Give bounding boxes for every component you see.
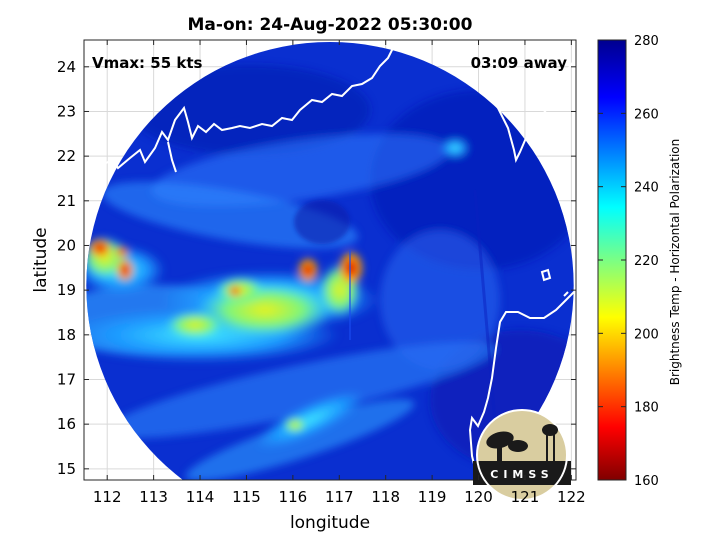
y-tick-label: 15 — [57, 460, 76, 478]
plot-frame — [83, 39, 577, 481]
y-tick-label: 23 — [57, 102, 76, 120]
colorbar-tick-label: 160 — [634, 474, 659, 489]
y-tick-label: 22 — [57, 147, 76, 165]
y-tick-label: 19 — [57, 281, 76, 299]
y-tick-label: 18 — [57, 326, 76, 344]
x-tick-label: 115 — [232, 488, 261, 506]
figure-title: Ma-on: 24-Aug-2022 05:30:00 — [188, 15, 473, 35]
colorbar-ticks: 160 180 200 220 240 260 280 — [598, 34, 659, 489]
colorbar-tick-label: 220 — [634, 254, 659, 269]
vmax-label: Vmax: 55 kts — [92, 54, 202, 72]
colorbar-tick-label: 200 — [634, 327, 659, 342]
time-away-label: 03:09 away — [471, 54, 568, 72]
x-tick-label: 122 — [557, 488, 586, 506]
y-tick-label: 24 — [57, 58, 76, 76]
y-tick-label: 16 — [57, 415, 76, 433]
x-tick-label: 117 — [325, 488, 354, 506]
colorbar-tick-label: 260 — [634, 107, 659, 122]
y-tick-label: 17 — [57, 370, 76, 388]
colorbar-tick-label: 280 — [634, 34, 659, 49]
colorbar-label: Brightness Temp - Horizontal Polarizatio… — [668, 139, 682, 386]
x-tick-label: 114 — [186, 488, 215, 506]
x-tick-label: 119 — [418, 488, 447, 506]
colorbar-tick-label: 240 — [634, 181, 659, 196]
coastline — [84, 40, 576, 480]
x-tick-label: 121 — [511, 488, 540, 506]
colorbar-tick-label: 180 — [634, 401, 659, 416]
x-tick-label: 116 — [279, 488, 308, 506]
y-tick-label: 21 — [57, 192, 76, 210]
colorbar: 160 180 200 220 240 260 280 Brightness Temp - … — [597, 34, 682, 489]
x-tick-label: 112 — [93, 488, 122, 506]
cimss-logo: CIMSS — [473, 409, 571, 501]
x-axis-label: longitude — [290, 513, 370, 533]
x-tick-label: 118 — [371, 488, 400, 506]
x-tick-label: 113 — [139, 488, 168, 506]
y-tick-label: 20 — [57, 236, 76, 254]
y-axis-ticks: 15 16 17 18 19 20 21 22 23 24 — [57, 58, 576, 478]
x-tick-label: 120 — [464, 488, 493, 506]
brightness-temperature-swath — [84, 40, 576, 480]
y-axis-label: latitude — [31, 227, 51, 292]
cimss-logo-text: CIMSS — [490, 468, 553, 481]
x-axis-ticks: 112 113 114 115 116 117 118 119 120 121 122 — [93, 40, 586, 506]
